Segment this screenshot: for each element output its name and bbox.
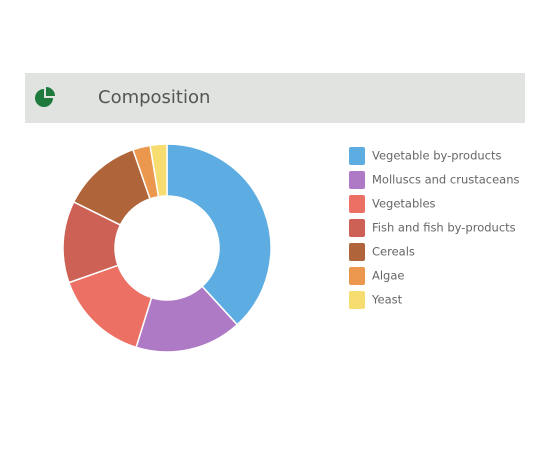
legend-label: Vegetables bbox=[372, 197, 436, 211]
legend-swatch bbox=[349, 219, 365, 237]
donut-slice bbox=[149, 143, 168, 198]
header-icon bbox=[35, 87, 55, 107]
legend-swatch bbox=[349, 243, 365, 261]
legend: Vegetable by-products Molluscs and crusta… bbox=[349, 147, 520, 309]
legend-label: Cereals bbox=[372, 245, 415, 259]
legend-swatch bbox=[349, 291, 365, 309]
legend-label: Vegetable by-products bbox=[372, 149, 501, 163]
header-title: Composition bbox=[98, 87, 210, 108]
donut-slice bbox=[166, 143, 272, 326]
donut-chart bbox=[62, 143, 272, 353]
legend-swatch bbox=[349, 267, 365, 285]
legend-label: Algae bbox=[372, 269, 404, 283]
legend-label: Yeast bbox=[371, 293, 403, 307]
legend-swatch bbox=[349, 195, 365, 213]
legend-swatch bbox=[349, 147, 365, 165]
header-bar bbox=[25, 73, 525, 123]
legend-label: Fish and fish by-products bbox=[372, 221, 516, 235]
legend-label: Molluscs and crustaceans bbox=[372, 173, 520, 187]
legend-swatch bbox=[349, 171, 365, 189]
